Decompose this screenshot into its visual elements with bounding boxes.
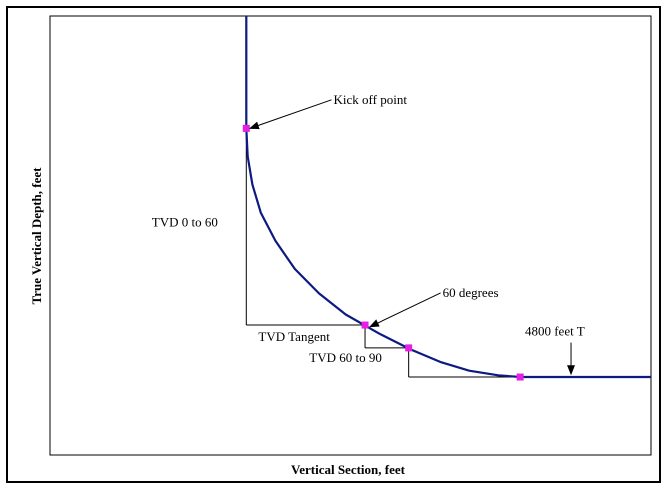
annotation-label-4: TVD 60 to 90 [309,350,382,365]
series-line-0 [245,16,651,379]
annotation-label-3: TVD Tangent [258,329,330,344]
marker-layer [242,124,524,381]
annotation-label-2: 60 degrees [443,285,499,300]
data-point-marker-1 [361,321,369,329]
annotation-layer: Kick off point TVD 0 to 60 60 degrees TVD T… [152,92,585,376]
plot-area [49,15,652,456]
helper-lines [245,128,521,378]
annotation-label-5: 4800 feet T [525,324,585,339]
data-point-marker-3 [516,373,524,381]
series-layer [245,16,651,379]
annotation-arrow-0 [248,99,332,130]
annotation-arrow-2 [368,292,441,328]
x-axis-title: Vertical Section, feet [291,462,406,477]
y-axis-title: True Vertical Depth, feet [29,167,44,305]
annotation-label-0: Kick off point [334,92,408,107]
data-point-marker-2 [405,344,413,352]
data-point-marker-0 [242,124,250,132]
annotation-label-1: TVD 0 to 60 [152,215,218,230]
